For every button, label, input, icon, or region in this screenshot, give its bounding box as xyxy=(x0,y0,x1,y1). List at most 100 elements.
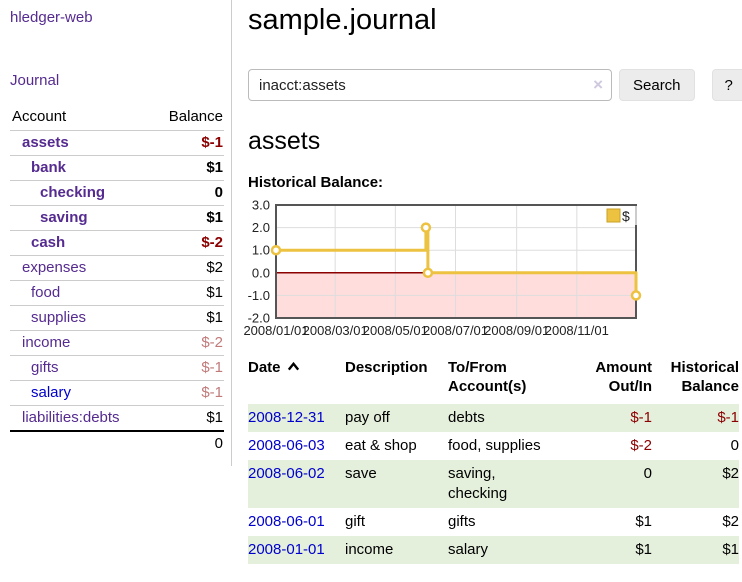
account-row: supplies $1 xyxy=(10,305,224,331)
register-table: Date Description To/From Account(s) Amou… xyxy=(248,358,739,564)
register-row: 2008-12-31 pay off debts $-1 $-1 xyxy=(248,404,739,432)
app-layout: hledger-web Journal Account Balance asse… xyxy=(0,0,742,564)
account-row: liabilities:debts $1 xyxy=(10,405,224,431)
col-amount: Amount Out/In xyxy=(595,359,652,395)
account-row: saving $1 xyxy=(10,205,224,231)
register-accounts-text: saving, checking xyxy=(448,465,508,502)
page-title: sample.journal xyxy=(248,4,437,36)
account-link[interactable]: liabilities:debts xyxy=(22,409,120,426)
svg-text:2.0: 2.0 xyxy=(252,220,270,235)
help-button[interactable]: ? xyxy=(711,69,742,101)
account-name-cell: assets xyxy=(10,130,151,156)
register-balance: $1 xyxy=(722,541,739,558)
svg-text:2008/07/01: 2008/07/01 xyxy=(423,323,488,338)
register-row: 2008-01-01 income salary $1 $1 xyxy=(248,536,739,564)
account-link[interactable]: bank xyxy=(31,159,67,176)
account-row: assets $-1 xyxy=(10,130,224,156)
account-link[interactable]: assets xyxy=(22,134,69,151)
account-balance: $2 xyxy=(150,255,224,281)
svg-text:2008/09/01: 2008/09/01 xyxy=(484,323,549,338)
search-input[interactable] xyxy=(248,69,612,101)
register-balance: 0 xyxy=(730,437,739,454)
register-accounts: salary xyxy=(448,536,586,564)
accounts-total-value: 0 xyxy=(150,430,224,456)
balance-chart: $3.0 2.0 1.0 0.0 -1.0 -2.02008/01/012008/03/0… xyxy=(243,198,642,338)
register-accounts: gifts xyxy=(448,508,586,536)
account-link[interactable]: food xyxy=(31,284,61,301)
sidebar: hledger-web Journal Account Balance asse… xyxy=(0,0,232,466)
account-link[interactable]: salary xyxy=(31,384,72,401)
account-balance: $-1 xyxy=(150,130,224,156)
svg-text:2008/03/01: 2008/03/01 xyxy=(303,323,368,338)
register-date-link[interactable]: 2008-06-01 xyxy=(248,513,325,530)
account-name-cell: checking xyxy=(10,180,151,206)
register-date-cell: 2008-06-02 xyxy=(248,460,345,508)
register-balance: $-1 xyxy=(717,409,739,426)
accounts-header-account: Account xyxy=(12,108,67,125)
account-name-cell: salary xyxy=(10,380,151,406)
account-name-cell: cash xyxy=(10,230,151,256)
account-row: expenses $2 xyxy=(10,255,224,281)
register-accounts: debts xyxy=(448,404,586,432)
register-date-link[interactable]: 2008-01-01 xyxy=(248,541,325,558)
account-link[interactable]: checking xyxy=(40,184,106,201)
account-link[interactable]: gifts xyxy=(31,359,59,376)
account-row: food $1 xyxy=(10,280,224,306)
account-row: income $-2 xyxy=(10,330,224,356)
accounts-header-balance: Balance xyxy=(168,108,223,125)
register-amount: $-1 xyxy=(630,409,652,426)
account-link[interactable]: supplies xyxy=(31,309,87,326)
register-date-link[interactable]: 2008-06-03 xyxy=(248,437,325,454)
svg-text:-1.0: -1.0 xyxy=(248,288,270,303)
register-amount: $1 xyxy=(635,541,652,558)
register-row: 2008-06-01 gift gifts $1 $2 xyxy=(248,508,739,536)
account-balance: $1 xyxy=(150,155,224,181)
col-balance: Historical Balance xyxy=(670,359,739,395)
register-date-cell: 2008-12-31 xyxy=(248,404,345,432)
account-row: gifts $-1 xyxy=(10,355,224,381)
main-content: sample.journal × Search ? assets Histori… xyxy=(232,0,742,564)
search-form: × Search ? xyxy=(248,69,742,101)
account-balance: $-2 xyxy=(150,330,224,356)
register-accounts-text: debts xyxy=(448,409,485,426)
col-accounts: To/From Account(s) xyxy=(448,359,527,395)
register-balance: $2 xyxy=(722,465,739,482)
register-amount: $1 xyxy=(635,513,652,530)
register-accounts: food, supplies xyxy=(448,432,586,460)
register-description: save xyxy=(345,465,377,482)
svg-text:2008/11/01: 2008/11/01 xyxy=(545,323,609,338)
search-box: × xyxy=(248,69,612,101)
account-balance: $-1 xyxy=(150,380,224,406)
svg-text:2008/01/01: 2008/01/01 xyxy=(243,323,308,338)
register-date-cell: 2008-06-01 xyxy=(248,508,345,536)
accounts-total-row: 0 xyxy=(10,430,224,456)
accounts-total-spacer xyxy=(10,430,151,456)
register-header-row: Date Description To/From Account(s) Amou… xyxy=(248,358,739,404)
svg-text:1.0: 1.0 xyxy=(252,243,270,258)
account-name-cell: expenses xyxy=(10,255,151,281)
register-date-link[interactable]: 2008-12-31 xyxy=(248,409,325,426)
account-link[interactable]: income xyxy=(22,334,71,351)
account-link[interactable]: cash xyxy=(31,234,66,251)
account-balance: $-2 xyxy=(150,230,224,256)
search-button[interactable]: Search xyxy=(619,69,695,101)
clear-search-icon[interactable]: × xyxy=(593,75,603,94)
register-amount: 0 xyxy=(643,465,652,482)
account-balance: $1 xyxy=(150,305,224,331)
register-amount: $-2 xyxy=(630,437,652,454)
register-date-cell: 2008-06-03 xyxy=(248,432,345,460)
account-link[interactable]: saving xyxy=(40,209,88,226)
account-name-cell: supplies xyxy=(10,305,151,331)
register-description: income xyxy=(345,541,394,558)
accounts-table: Account Balance assets $-1 bank $1 checking 0… xyxy=(10,106,224,456)
register-date-cell: 2008-01-01 xyxy=(248,536,345,564)
account-row: cash $-2 xyxy=(10,230,224,256)
account-row: bank $1 xyxy=(10,155,224,181)
brand-link[interactable]: hledger-web xyxy=(10,9,93,26)
account-name-cell: liabilities:debts xyxy=(10,405,151,431)
register-date-link[interactable]: 2008-06-02 xyxy=(248,465,325,482)
account-link[interactable]: expenses xyxy=(22,259,87,276)
account-balance: $1 xyxy=(150,405,224,431)
col-date[interactable]: Date xyxy=(248,358,345,404)
sidebar-item-journal[interactable]: Journal xyxy=(10,72,60,89)
